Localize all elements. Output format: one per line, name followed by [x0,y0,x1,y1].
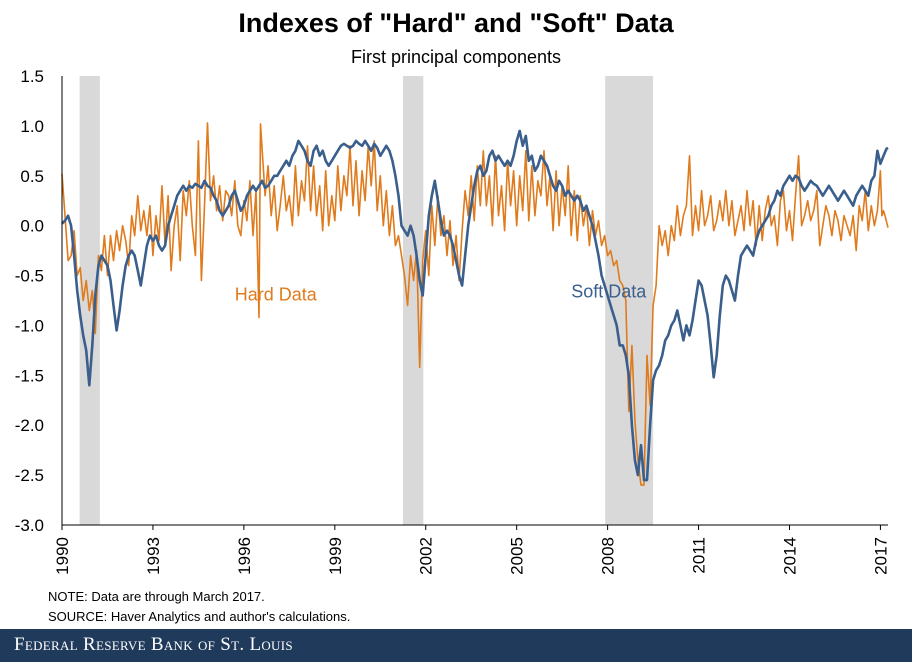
recession-bands [79,76,654,525]
x-tick-label: 2014 [780,537,799,575]
x-tick-label: 2002 [417,537,436,575]
note-text: NOTE: Data are through March 2017. [48,589,265,604]
recession-band-1 [403,76,424,525]
y-tick-label: -2.5 [15,466,44,485]
y-tick-label: 0.5 [20,167,44,186]
chart-notes: NOTE: Data are through March 2017. SOURC… [48,587,350,627]
recession-band-0 [79,76,100,525]
x-axis-ticks: 1990 1993 1996 1999 2002 2005 2008 2011 2014 2017 [53,525,890,575]
x-tick-label: 1996 [235,537,254,575]
chart-plot: 1.5 1.0 0.5 0.0 -0.5 -1.0 -1.5 -2.0 -2.5 -3.0 199… [15,67,891,575]
x-tick-label: 2017 [871,537,890,575]
series-label-soft: Soft Data [571,282,647,302]
x-tick-label: 2011 [690,537,709,574]
institution-name: Federal Reserve Bank of St. Louis [14,634,293,655]
series-lines [61,122,889,486]
y-tick-label: -3.0 [15,516,44,535]
x-tick-label: 1993 [144,537,163,575]
y-tick-label: 1.0 [20,117,44,136]
y-tick-label: -0.5 [15,267,44,286]
x-tick-label: 2005 [508,537,527,575]
footer-bar: Federal Reserve Bank of St. Louis [0,629,912,662]
y-tick-label: -2.0 [15,416,44,435]
chart-subtitle: First principal components [350,47,562,67]
y-axis-ticks: 1.5 1.0 0.5 0.0 -0.5 -1.0 -1.5 -2.0 -2.5 -3.0 [15,67,44,535]
y-tick-label: -1.5 [15,366,44,385]
x-tick-label: 1990 [53,537,72,575]
chart-title: Indexes of "Hard" and "Soft" Data [238,8,674,38]
series-line-hard [61,122,889,486]
x-tick-label: 1999 [326,537,345,575]
series-line-soft [61,129,889,482]
source-text: SOURCE: Haver Analytics and author's cal… [48,609,351,624]
axis-lines [61,76,888,526]
series-label-hard: Hard Data [235,285,318,305]
y-tick-label: 1.5 [20,67,44,86]
y-tick-label: 0.0 [20,217,44,236]
series-labels: Hard Data Soft Data [235,282,647,305]
y-tick-label: -1.0 [15,316,44,335]
x-tick-label: 2008 [599,537,618,575]
